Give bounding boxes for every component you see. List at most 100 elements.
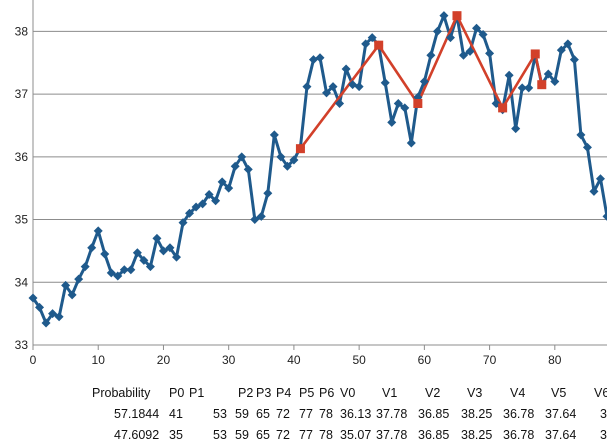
data-point bbox=[145, 262, 155, 272]
table-header-cell: P3 bbox=[256, 386, 272, 400]
data-point bbox=[224, 183, 234, 193]
data-point bbox=[465, 46, 475, 56]
data-point bbox=[80, 262, 90, 272]
data-point bbox=[126, 265, 136, 275]
data-point bbox=[478, 30, 488, 39]
data-point bbox=[308, 55, 318, 65]
table-header-cell: V5 bbox=[551, 386, 567, 400]
y-tick-label: 34 bbox=[15, 275, 29, 289]
data-point bbox=[498, 103, 508, 113]
data-point bbox=[576, 130, 586, 140]
x-tick-label: 20 bbox=[157, 353, 171, 367]
table-cell: 41 bbox=[169, 407, 183, 421]
data-point bbox=[106, 268, 116, 278]
table-cell: 35.07 bbox=[340, 428, 372, 442]
data-point bbox=[426, 50, 436, 60]
data-point bbox=[282, 161, 292, 171]
data-point bbox=[119, 265, 129, 275]
data-point bbox=[152, 233, 162, 243]
table-cell: 38.25 bbox=[461, 407, 493, 421]
table-cell: 36.78 bbox=[503, 428, 535, 442]
table-cell: 37.78 bbox=[376, 428, 408, 442]
table-cell: 36.85 bbox=[418, 428, 450, 442]
data-point bbox=[472, 23, 482, 33]
data-point bbox=[387, 117, 397, 127]
data-point bbox=[172, 252, 181, 262]
data-point bbox=[191, 202, 201, 212]
data-point bbox=[243, 164, 253, 174]
data-point bbox=[35, 302, 45, 312]
x-tick-label: 70 bbox=[483, 353, 497, 367]
table-cell: 78 bbox=[319, 407, 333, 421]
data-point bbox=[361, 39, 371, 49]
data-point bbox=[367, 33, 377, 43]
data-point bbox=[269, 130, 279, 140]
table-cell: 72 bbox=[276, 428, 290, 442]
y-tick-label: 37 bbox=[15, 87, 29, 101]
data-point bbox=[582, 142, 592, 152]
table-header-cell: P4 bbox=[276, 386, 292, 400]
data-point bbox=[237, 152, 247, 162]
table-header-cell: P6 bbox=[319, 386, 335, 400]
data-point bbox=[263, 188, 273, 198]
data-point bbox=[400, 103, 410, 113]
data-table-row: 47.6092 35 53 59 65 72 77 78 35.07 37.78… bbox=[0, 428, 607, 444]
y-tick-labels: 33 34 35 36 37 38 bbox=[15, 24, 29, 352]
data-point bbox=[393, 99, 403, 108]
data-point bbox=[543, 69, 553, 79]
table-cell: 38.25 bbox=[461, 428, 493, 442]
grid-lines bbox=[33, 30, 607, 283]
y-tick-label: 38 bbox=[15, 24, 29, 38]
data-point bbox=[41, 318, 51, 328]
data-point bbox=[132, 248, 142, 258]
data-point bbox=[230, 161, 240, 171]
table-cell: 59 bbox=[235, 407, 249, 421]
data-point bbox=[524, 83, 534, 93]
table-cell: 57.1844 bbox=[114, 407, 160, 421]
x-tick-label: 60 bbox=[418, 353, 432, 367]
data-point bbox=[198, 199, 208, 209]
data-table-header: Probability P0 P1 P2 P3 P4 P5 P6 V0 V1 V… bbox=[0, 386, 607, 402]
table-header-cell: P1 bbox=[189, 386, 205, 400]
data-point bbox=[113, 271, 123, 281]
data-point bbox=[185, 208, 195, 218]
table-cell: 53 bbox=[213, 407, 227, 421]
table-cell: 47.6092 bbox=[114, 428, 160, 442]
data-point bbox=[48, 309, 58, 319]
data-point bbox=[419, 77, 429, 87]
table-cell: 65 bbox=[256, 428, 270, 442]
data-point bbox=[374, 40, 384, 50]
data-point bbox=[87, 243, 97, 253]
data-point bbox=[445, 33, 455, 43]
table-cell: 77 bbox=[299, 407, 313, 421]
data-point bbox=[328, 82, 338, 92]
table-cell: 65 bbox=[256, 407, 270, 421]
data-point bbox=[380, 78, 390, 88]
data-point bbox=[569, 55, 579, 65]
data-point bbox=[589, 186, 599, 196]
table-header-cell: P5 bbox=[299, 386, 315, 400]
line-chart: 0 10 20 30 40 50 60 70 80 33 34 35 36 37 38 bbox=[15, 0, 607, 367]
table-header-cell: P0 bbox=[169, 386, 185, 400]
data-point bbox=[211, 196, 221, 206]
data-point bbox=[459, 50, 468, 60]
y-tick-label: 35 bbox=[15, 213, 29, 227]
table-cell: 78 bbox=[319, 428, 333, 442]
data-point bbox=[556, 45, 566, 55]
data-point bbox=[485, 48, 495, 58]
table-header-cell: V3 bbox=[467, 386, 483, 400]
data-point bbox=[217, 177, 227, 187]
data-point bbox=[354, 82, 364, 92]
data-point bbox=[28, 293, 38, 303]
data-point bbox=[93, 226, 103, 236]
table-cell: 37.64 bbox=[545, 428, 577, 442]
table-cell: 77 bbox=[299, 428, 313, 442]
table-cell: 53 bbox=[213, 428, 227, 442]
data-point bbox=[302, 82, 312, 92]
data-point bbox=[67, 290, 77, 300]
table-cell: 36.78 bbox=[503, 407, 535, 421]
data-point bbox=[504, 70, 514, 80]
data-point bbox=[61, 280, 71, 290]
data-point bbox=[341, 64, 351, 74]
axes bbox=[32, 0, 607, 350]
